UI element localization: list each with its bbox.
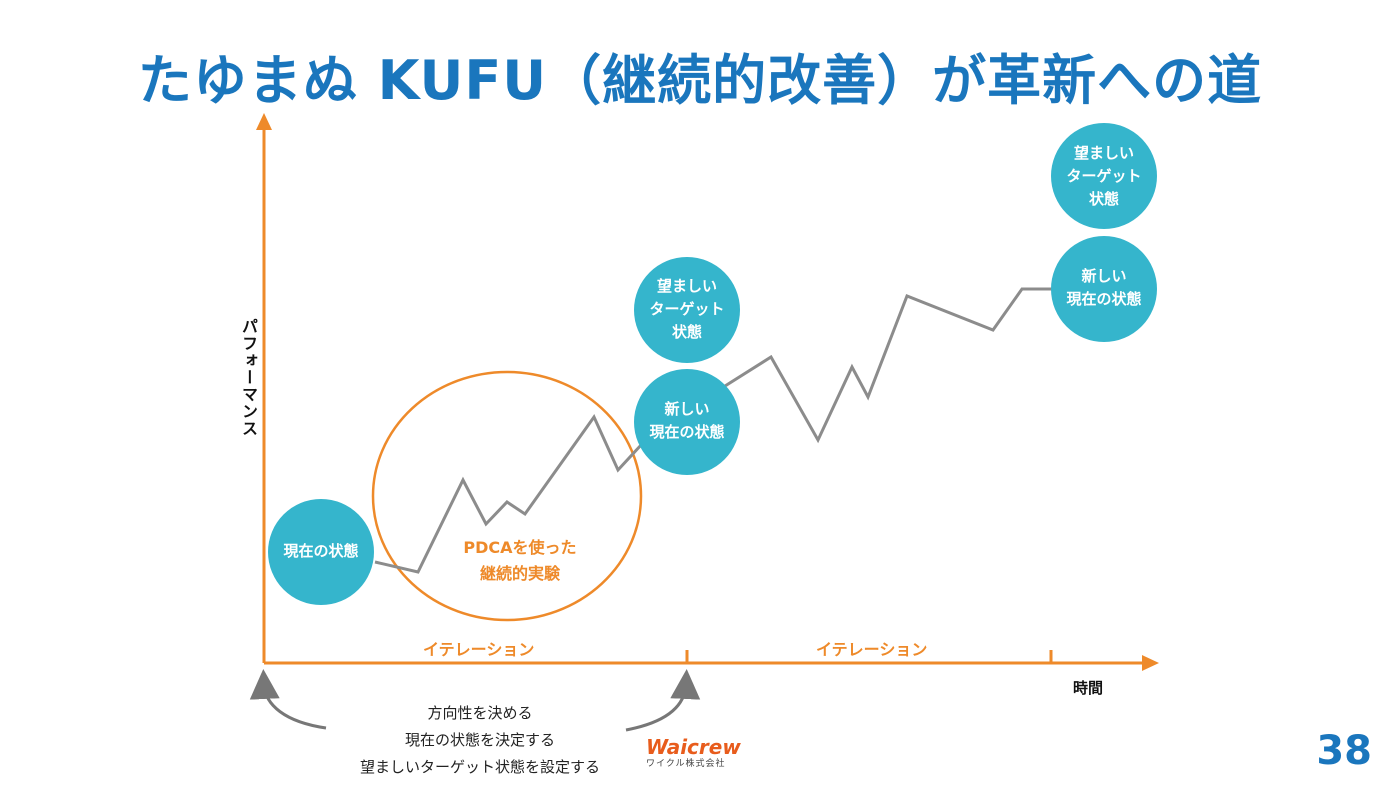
circle-new-state-1 xyxy=(634,369,740,475)
page-number: 38 xyxy=(1316,728,1372,774)
logo-name: Waicrew xyxy=(646,735,741,759)
label-new-state-2: 新しい 現在の状態 xyxy=(1066,267,1142,308)
circle-new-state-2 xyxy=(1051,236,1157,342)
label-target-state-2: 望ましい ターゲット 状態 xyxy=(1066,144,1142,208)
x-axis-label: 時間 xyxy=(1073,679,1104,697)
y-axis-label: パフォーマンス xyxy=(239,318,258,437)
label-target-state-1: 望ましい ターゲット 状態 xyxy=(649,277,725,341)
circle-target-state-1 xyxy=(634,257,740,363)
label-new-state-1: 新しい 現在の状態 xyxy=(649,400,725,441)
x-axis-arrowhead xyxy=(1142,655,1159,671)
label-current-state: 現在の状態 xyxy=(283,542,359,560)
iteration-label-2: イテレーション xyxy=(816,640,928,659)
circle-target-state-2 xyxy=(1051,123,1157,229)
note-text: 方向性を決める 現在の状態を決定する 望ましいターゲット状態を設定する xyxy=(359,704,600,776)
pdca-label: PDCAを使った 継続的実験 xyxy=(463,538,577,583)
pdca-circle xyxy=(371,370,643,622)
iteration-label-1: イテレーション xyxy=(423,640,535,659)
y-axis-arrowhead xyxy=(256,113,272,130)
logo-subtitle: ワイクル株式会社 xyxy=(646,759,726,769)
company-logo: Waicrew ワイクル株式会社 xyxy=(646,735,741,769)
curved-arrow-left xyxy=(249,669,327,730)
slide-title: たゆまぬ KUFU（継続的改善）が革新への道 xyxy=(137,49,1263,112)
curved-arrow-right xyxy=(625,669,701,732)
circle-current-state xyxy=(268,499,374,605)
